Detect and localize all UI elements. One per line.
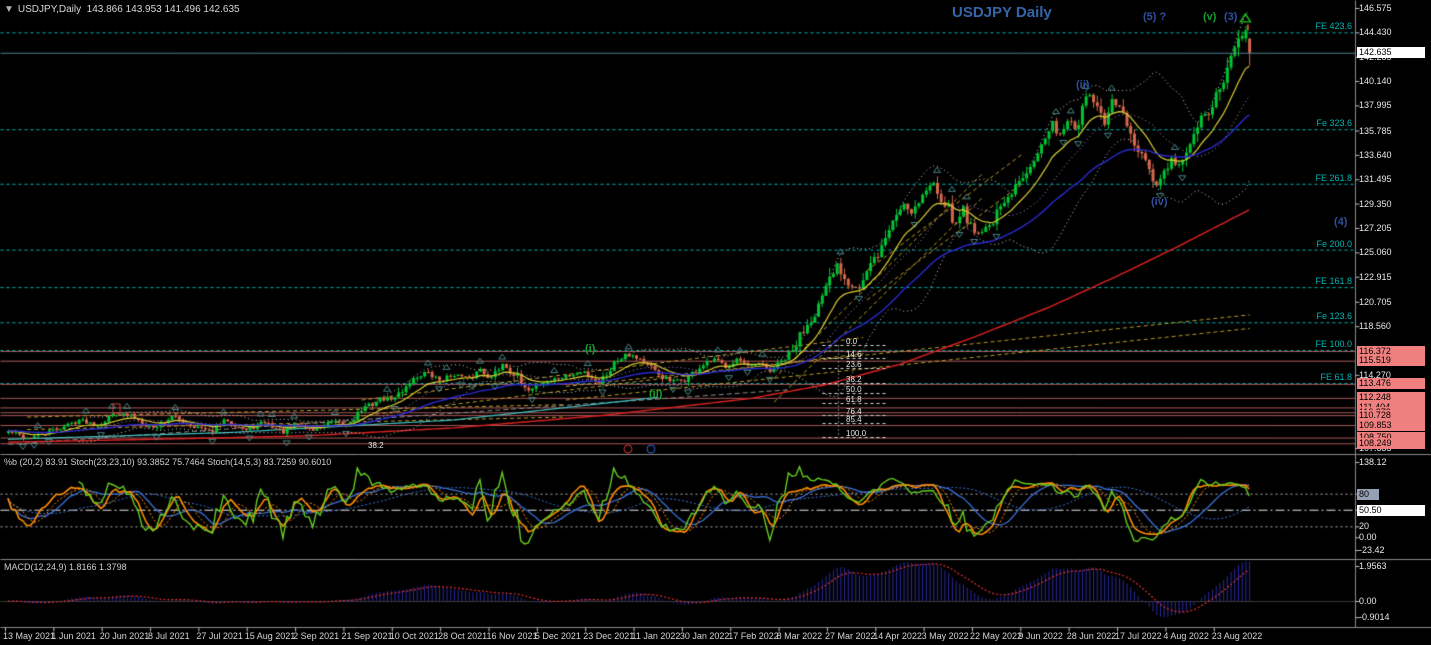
support-resistance-price-box: 108.750 (1357, 432, 1425, 444)
fib-retracement-label: 61.8 (846, 395, 862, 404)
macd-indicator-label: MACD(12,24,9) 1.8166 1.3798 (4, 562, 127, 572)
date-axis-label: 2 Sep 2021 (293, 631, 340, 641)
fib-expansion-label: FE 261.8 (1315, 172, 1352, 183)
date-axis-label: 27 Mar 2022 (824, 631, 876, 641)
macd-axis-label: -0.9014 (1359, 612, 1390, 623)
fib-expansion-label: Fe 323.6 (1316, 118, 1352, 129)
current-price-box: 142.635 (1357, 47, 1425, 59)
price-axis-label: 146.575 (1359, 3, 1392, 13)
fib-level-label: 38.2 (368, 441, 384, 450)
date-axis-label: 20 Jun 2021 (99, 631, 150, 641)
fib-retracement-label: 38.2 (846, 375, 862, 384)
date-axis-label: 14 Apr 2022 (873, 631, 922, 641)
date-axis-label: 8 Mar 2022 (776, 631, 823, 641)
elliott-wave-label: (5) ? (1143, 11, 1167, 23)
date-axis-label: 28 Jun 2022 (1066, 631, 1117, 641)
date-axis-label: 17 Jul 2022 (1115, 631, 1162, 641)
elliott-wave-label: (iv) (1151, 196, 1168, 208)
date-axis-label: 21 Sep 2021 (341, 631, 393, 641)
support-resistance-price-box: 108.249 (1357, 437, 1425, 449)
symbol-ohlc-line: ▼ USDJPY,Daily 143.866 143.953 141.496 14… (4, 4, 240, 15)
oscillator-axis-label: 50.50 (1357, 504, 1425, 516)
fib-retracement-label: 85.4 (846, 415, 862, 424)
symbol-timeframe: USDJPY,Daily (17, 4, 82, 15)
chart-title: USDJPY Daily (952, 4, 1052, 21)
fib-expansion-label: FE 423.6 (1315, 21, 1352, 32)
price-axis-label: 140.140 (1359, 76, 1392, 87)
elliott-wave-label: (ii) (649, 388, 663, 400)
symbol-dropdown-icon[interactable]: ▼ (4, 4, 14, 15)
fib-expansion-label: FE 100.0 (1315, 339, 1352, 350)
support-resistance-price-box: 110.728 (1357, 409, 1425, 421)
date-axis-label: 28 Oct 2021 (438, 631, 488, 641)
elliott-wave-label: (v) (1203, 11, 1217, 23)
oscillator-axis-label: 138.12 (1359, 457, 1387, 467)
elliott-wave-label: (i) (585, 343, 596, 355)
elliott-wave-label: (ii) (1076, 79, 1090, 91)
price-axis-label: 127.205 (1359, 222, 1392, 233)
date-axis-label: 30 Jan 2022 (679, 631, 730, 641)
date-axis-label: 11 Jan 2022 (631, 631, 681, 641)
oscillator-axis-label: 20 (1359, 521, 1370, 532)
fib-retracement-label: 0.0 (846, 337, 858, 346)
price-axis-label: 114.270 (1359, 369, 1391, 380)
oscillator-axis-label: 80 (1357, 488, 1379, 500)
price-axis-label: 131.495 (1359, 174, 1392, 185)
support-resistance-price-box: 116.372 (1357, 345, 1425, 357)
date-axis-label: 23 Aug 2022 (1211, 631, 1263, 641)
macd-axis-label: 0.00 (1359, 596, 1377, 606)
date-axis-label: 9 Jun 2022 (1018, 631, 1063, 641)
date-axis-label: 8 Jul 2021 (148, 631, 190, 641)
fib-expansion-label: FE 161.8 (1315, 276, 1352, 287)
fib-expansion-label: Fe 123.6 (1316, 311, 1352, 322)
fib-retracement-label: 23.6 (846, 360, 862, 369)
price-axis-label: 135.785 (1359, 125, 1392, 136)
support-resistance-price-box: 113.476 (1357, 378, 1425, 390)
date-axis-label: 10 Oct 2021 (389, 631, 439, 641)
support-resistance-price-box: 112.248 (1357, 392, 1425, 404)
oscillator-axis-label: 0.00 (1359, 532, 1377, 543)
price-axis-label: 144.430 (1359, 27, 1392, 38)
date-axis-label: 23 Dec 2021 (583, 631, 635, 641)
date-axis-label: 5 Dec 2021 (534, 631, 581, 641)
price-axis-label: 122.915 (1359, 271, 1392, 282)
support-resistance-price-box: 115.519 (1357, 355, 1425, 367)
date-axis-label: 13 May 2021 (3, 631, 56, 641)
date-axis-label: 16 Nov 2021 (486, 631, 538, 641)
price-axis-label: 129.350 (1359, 198, 1392, 209)
fib-expansion-label: Fe 200.0 (1316, 238, 1352, 249)
date-axis-label: 17 Feb 2022 (728, 631, 779, 641)
fib-expansion-label: FE 61.8 (1320, 372, 1352, 383)
price-axis-label: 137.995 (1359, 100, 1392, 111)
price-axis-label: 118.560 (1359, 321, 1391, 332)
date-axis-label: 1 Jun 2021 (51, 631, 96, 641)
fib-retracement-label: 14.6 (846, 350, 862, 359)
fib-retracement-label: 76.4 (846, 407, 862, 416)
oscillator-indicator-label: %b (20,2) 83.91 Stoch(23,23,10) 93.3852 … (4, 457, 332, 467)
price-axis-label: 120.705 (1359, 296, 1392, 307)
date-axis-label: 3 May 2022 (921, 631, 969, 641)
fib-retracement-label: 50.0 (846, 385, 862, 394)
support-resistance-price-box: 109.853 (1357, 419, 1425, 431)
elliott-wave-label: (3) (1224, 11, 1238, 23)
date-axis-label: 22 May 2022 (970, 631, 1023, 641)
fib-retracement-label: 100.0 (846, 429, 867, 438)
date-axis-label: 27 Jul 2021 (196, 631, 243, 641)
price-axis-label: 125.060 (1359, 247, 1392, 258)
date-axis-label: 15 Aug 2021 (244, 631, 296, 641)
ohlc-values: 143.866 143.953 141.496 142.635 (86, 4, 240, 15)
elliott-wave-label: (4) (1334, 216, 1348, 228)
oscillator-axis-label: -23.42 (1359, 545, 1385, 555)
price-axis-label: 133.640 (1359, 149, 1392, 160)
macd-axis-label: 1.9563 (1359, 561, 1387, 571)
date-axis-label: 4 Aug 2022 (1163, 631, 1209, 641)
